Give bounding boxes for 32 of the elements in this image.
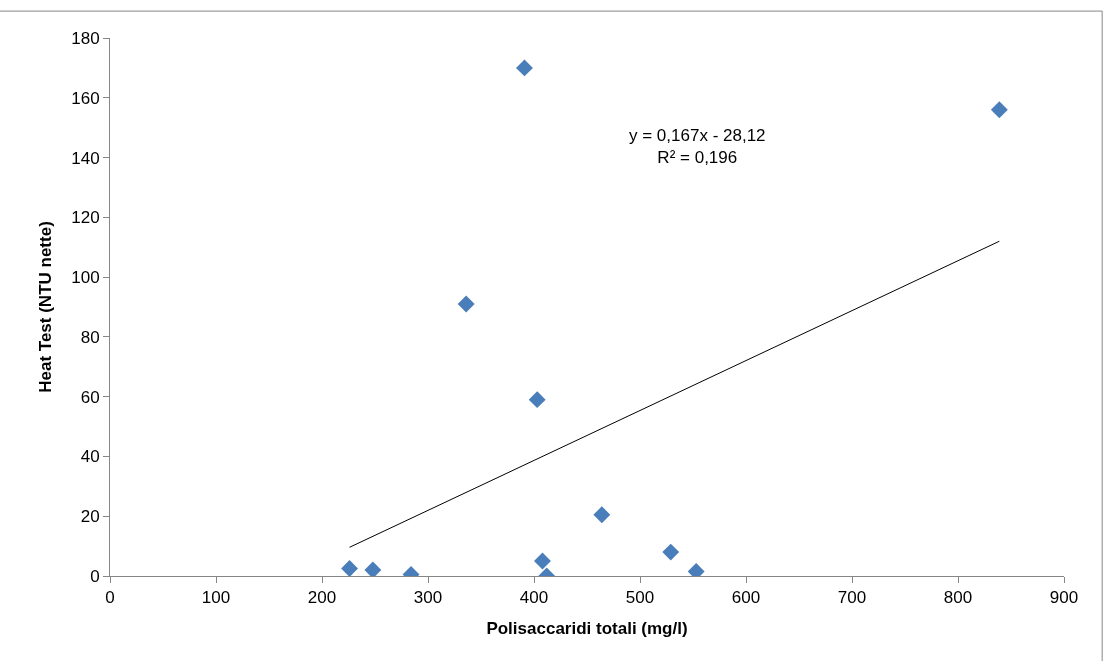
y-tick-label: 100	[71, 268, 100, 288]
y-tick-label: 60	[80, 387, 100, 407]
y-axis-title: Heat Test (NTU nette)	[35, 221, 55, 393]
y-tick-label: 120	[71, 208, 100, 228]
annotation: y = 0,167x - 28,12 R² = 0,196	[629, 126, 766, 168]
x-tick-label: 200	[307, 588, 337, 608]
point	[662, 543, 680, 561]
point	[528, 391, 546, 409]
y-tick-label: 180	[71, 28, 100, 48]
x-axis-title: Polisaccaridi totali (mg/l)	[486, 618, 688, 638]
x-tick-label: 500	[625, 588, 655, 608]
point	[457, 295, 475, 313]
point	[534, 552, 551, 570]
y-tick-label: 40	[80, 447, 100, 467]
point	[593, 506, 611, 524]
x-tick-label: 0	[105, 588, 115, 608]
x-tick-label: 900	[1049, 588, 1079, 608]
x-tick-label: 400	[519, 588, 549, 608]
point	[516, 59, 533, 77]
point	[990, 101, 1008, 119]
point	[341, 560, 359, 576]
x-tick-label: 300	[413, 588, 443, 608]
y-tick-label: 160	[71, 88, 100, 108]
y-tick-label: 0	[90, 566, 100, 586]
x-tick-label: 700	[837, 588, 867, 608]
x-tick-label: 600	[731, 588, 761, 608]
x-tick-label: 100	[201, 588, 231, 608]
y-tick-label: 20	[80, 507, 100, 527]
y-tick-label: 140	[71, 148, 100, 168]
point	[364, 561, 382, 576]
x-tick-label: 800	[943, 588, 973, 608]
y-tick-label: 80	[80, 327, 100, 347]
